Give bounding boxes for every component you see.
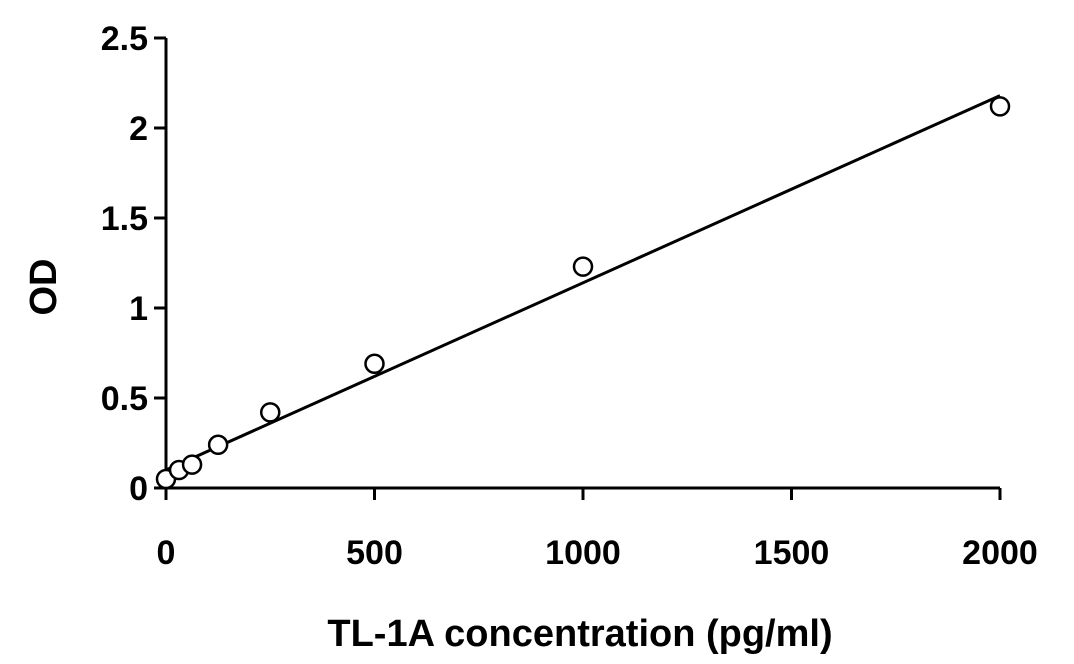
y-tick-label: 0.5	[101, 380, 148, 418]
data-point	[181, 454, 203, 475]
y-tick-label: 2.5	[101, 20, 148, 58]
linear-fit-line	[165, 94, 1001, 472]
data-point	[364, 353, 385, 375]
data-point	[989, 96, 1011, 117]
data-point	[572, 256, 594, 277]
x-tick-label: 2000	[962, 534, 1038, 572]
trendline-layer	[165, 94, 1001, 472]
data-points	[155, 96, 1011, 490]
x-tick-label: 500	[346, 534, 403, 572]
ticks: 0 0.5 1 1.5 2 2.5 0 500 1000 1500 2000	[101, 20, 1038, 572]
y-tick-label: 1	[129, 290, 148, 328]
y-tick-label: 1.5	[101, 200, 148, 238]
y-tick-label: 2	[129, 110, 148, 148]
x-tick-label: 1500	[754, 534, 830, 572]
data-point	[207, 434, 229, 456]
data-point	[260, 402, 281, 423]
y-tick-label: 0	[129, 470, 148, 508]
x-axis-title: TL-1A concentration (pg/ml)	[327, 613, 832, 655]
x-tick-label: 0	[157, 534, 176, 572]
y-axis-title: OD	[23, 259, 65, 316]
x-tick-label: 1000	[545, 534, 621, 572]
